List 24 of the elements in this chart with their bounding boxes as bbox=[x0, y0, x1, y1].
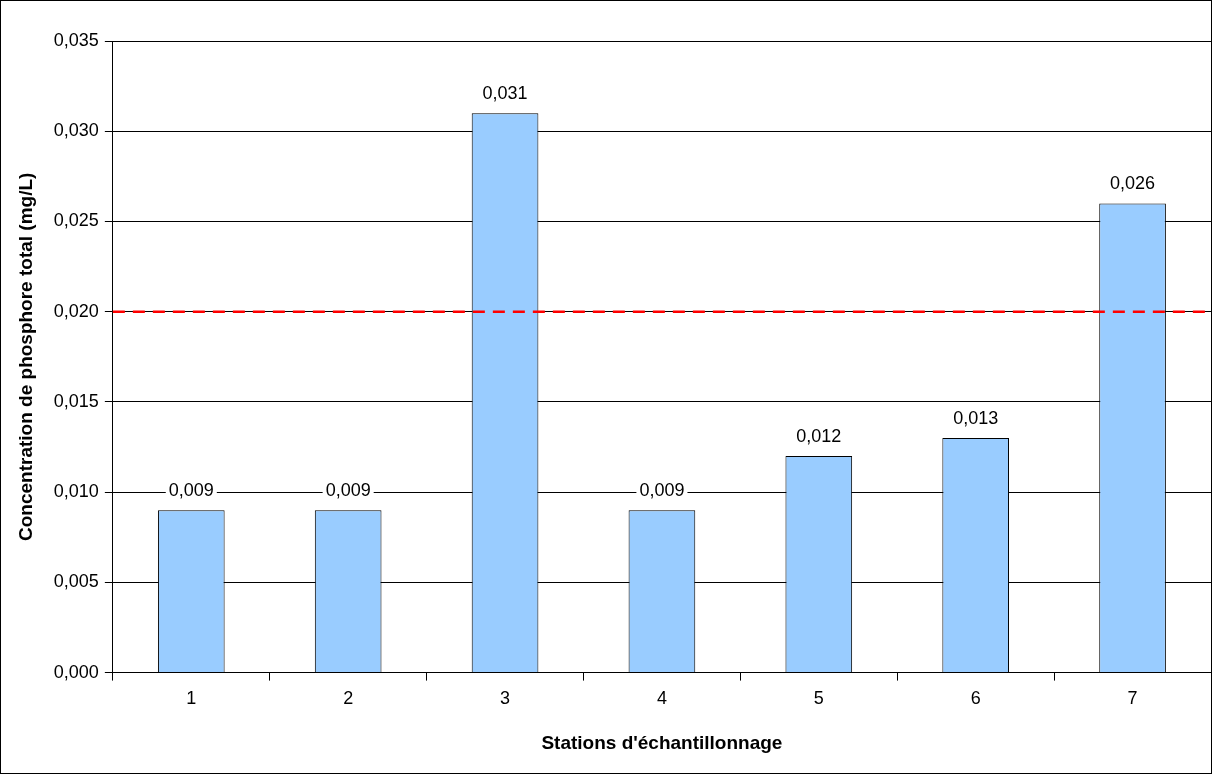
y-axis-title: Concentration de phosphore total (mg/L) bbox=[14, 172, 36, 541]
y-tick-label: 0,000 bbox=[53, 661, 99, 682]
y-tick-label: 0,030 bbox=[53, 120, 99, 141]
y-tick-label: 0,035 bbox=[53, 29, 99, 50]
data-label: 0,026 bbox=[1110, 173, 1156, 194]
x-tick-label: 1 bbox=[186, 688, 197, 709]
data-label: 0,009 bbox=[325, 480, 371, 501]
y-tick-label: 0,005 bbox=[53, 571, 99, 592]
data-label: 0,012 bbox=[796, 426, 842, 447]
x-tick-label: 7 bbox=[1127, 688, 1138, 709]
y-tick-label: 0,010 bbox=[53, 481, 99, 502]
x-tick-label: 5 bbox=[813, 688, 824, 709]
x-axis-title: Stations d'échantillonnage bbox=[541, 731, 783, 753]
data-label: 0,009 bbox=[639, 480, 685, 501]
y-tick-label: 0,015 bbox=[53, 390, 99, 411]
data-label: 0,031 bbox=[482, 83, 528, 104]
data-label: 0,013 bbox=[953, 407, 999, 428]
data-label: 0,009 bbox=[168, 480, 214, 501]
x-tick-label: 4 bbox=[656, 688, 667, 709]
y-tick-label: 0,025 bbox=[53, 210, 99, 231]
x-tick-label: 2 bbox=[343, 688, 354, 709]
y-tick-label: 0,020 bbox=[53, 300, 99, 321]
x-tick-label: 3 bbox=[500, 688, 511, 709]
x-tick-label: 6 bbox=[970, 688, 981, 709]
